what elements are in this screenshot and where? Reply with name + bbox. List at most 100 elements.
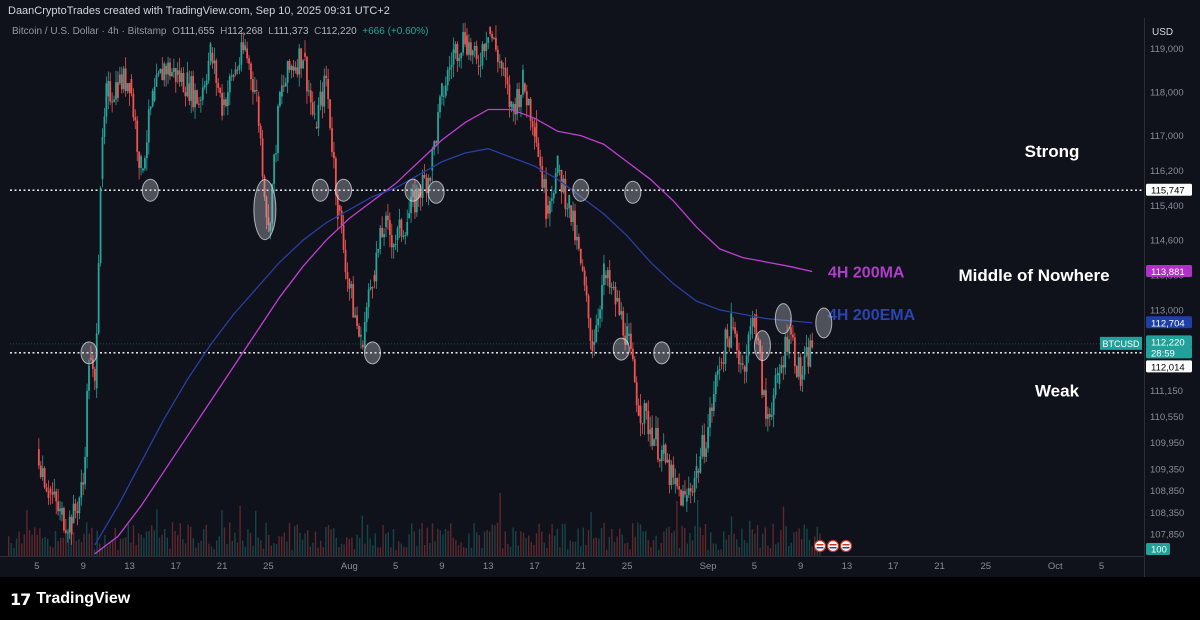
volume-bar xyxy=(31,534,33,556)
candle-body xyxy=(244,45,247,51)
candle-body xyxy=(86,390,88,457)
ma200-label: 4H 200MA xyxy=(828,264,905,281)
volume-bar xyxy=(223,527,226,556)
candle-body xyxy=(51,492,54,495)
volume-bar xyxy=(665,528,668,556)
volume-bar xyxy=(598,538,600,556)
candle-body xyxy=(809,340,812,367)
candle-body xyxy=(606,270,609,279)
close-value: 112,220 xyxy=(321,26,357,37)
volume-bar xyxy=(145,531,148,556)
price-chart[interactable]: USD 119,000 118,000 117,000 116,200 115,400 11… xyxy=(0,0,1200,577)
volume-bar xyxy=(18,531,20,556)
chart-area[interactable]: USD 119,000 118,000 117,000 116,200 115,400 11… xyxy=(0,0,1200,577)
volume-bar xyxy=(486,530,488,556)
candle-body xyxy=(576,236,578,241)
volume-bar xyxy=(689,532,691,556)
candle-body xyxy=(766,414,769,419)
volume-bar xyxy=(351,537,353,556)
candle-body xyxy=(753,317,756,328)
volume-bar xyxy=(361,515,363,556)
candle-body xyxy=(716,370,719,375)
candle-body xyxy=(122,68,125,90)
candle-body xyxy=(199,99,202,101)
candle-body xyxy=(109,81,112,102)
candle-body xyxy=(807,347,810,367)
candle-body xyxy=(784,336,787,368)
volume-bar xyxy=(174,531,176,556)
candle-body xyxy=(564,178,567,209)
candle-body xyxy=(223,99,225,106)
candle-body xyxy=(502,67,505,69)
annotation-circle xyxy=(572,178,590,202)
volume-bar xyxy=(210,546,213,556)
x-tick-label: 21 xyxy=(934,561,945,572)
volume-bar xyxy=(112,540,114,556)
candle-body xyxy=(157,73,160,75)
candle-body xyxy=(487,37,490,43)
volume-bar xyxy=(733,533,735,556)
candle-body xyxy=(506,77,509,85)
annotation-circle xyxy=(753,330,771,362)
candle-body xyxy=(298,48,301,75)
candle-body xyxy=(203,85,206,88)
ema200-label: 4H 200EMA xyxy=(828,307,916,324)
volume-bar xyxy=(507,544,509,556)
volume-bar xyxy=(283,532,285,556)
volume-bar xyxy=(543,542,545,556)
candle-body xyxy=(649,429,652,435)
x-tick-label: 25 xyxy=(980,561,991,572)
volume-bar xyxy=(699,527,701,556)
candle-body xyxy=(655,427,657,440)
volume-bar xyxy=(756,525,759,556)
volume-bar xyxy=(551,524,553,556)
candle-body xyxy=(454,43,457,53)
volume-bar xyxy=(652,540,655,556)
volume-bar xyxy=(73,532,75,556)
candle-body xyxy=(257,96,260,126)
volume-bar xyxy=(127,523,129,556)
candle-body xyxy=(142,168,144,171)
volume-tag-bg xyxy=(1146,543,1170,555)
volume-bar xyxy=(119,538,122,556)
candle-body xyxy=(209,43,212,61)
candle-body xyxy=(145,142,148,158)
candle-body xyxy=(169,62,171,77)
candle-body xyxy=(541,165,544,188)
candle-body xyxy=(373,275,376,282)
candle-body xyxy=(43,468,46,488)
volume-bar xyxy=(273,543,275,556)
candle-body xyxy=(49,488,52,493)
volume-bar xyxy=(244,546,246,556)
candle-body xyxy=(178,70,181,82)
volume-bar xyxy=(424,545,426,556)
volume-bar xyxy=(138,533,140,556)
volume-bar xyxy=(811,546,813,556)
candle-body xyxy=(215,60,218,84)
volume-bar xyxy=(476,532,478,556)
volume-bar xyxy=(426,527,428,556)
candle-body xyxy=(398,219,401,228)
volume-bar xyxy=(780,530,782,556)
volume-bar xyxy=(83,533,85,556)
candle-body xyxy=(612,286,615,288)
candle-body xyxy=(720,362,723,364)
candle-body xyxy=(518,89,520,108)
volume-bar xyxy=(257,537,259,556)
candle-body xyxy=(159,69,162,74)
candle-body xyxy=(695,466,698,478)
volume-bar xyxy=(93,549,96,556)
tradingview-logo[interactable]: 17 TradingView xyxy=(10,589,130,609)
candle-body xyxy=(572,210,574,222)
volume-bar xyxy=(723,531,725,556)
volume-bar xyxy=(330,529,332,556)
candle-body xyxy=(811,340,814,348)
candle-body xyxy=(340,210,343,226)
candle-body xyxy=(300,48,303,69)
volume-bar xyxy=(590,512,592,556)
candle-body xyxy=(390,234,393,248)
candle-body xyxy=(126,83,129,92)
annotation-circle xyxy=(364,341,381,365)
candle-body xyxy=(562,178,565,193)
volume-bar xyxy=(143,538,145,556)
